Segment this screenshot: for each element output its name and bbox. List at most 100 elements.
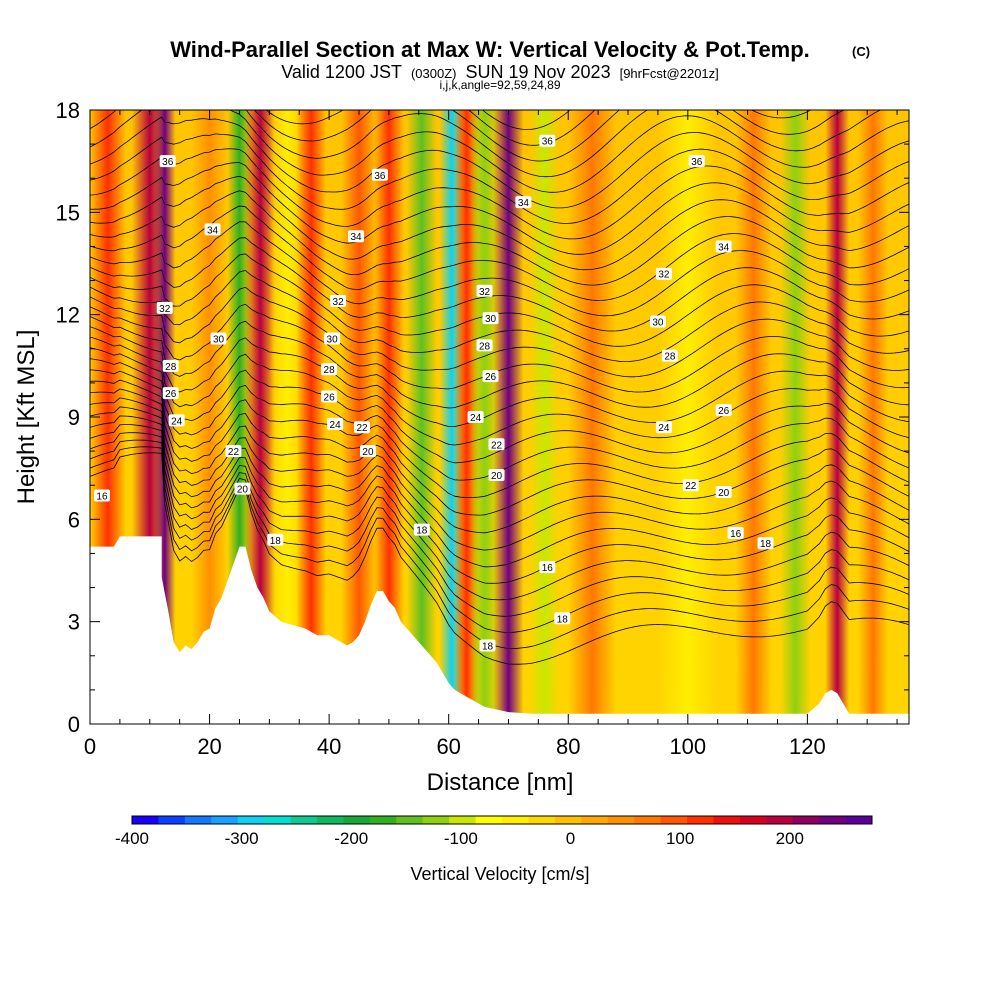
copyright-mark: (C) (852, 44, 870, 59)
colorbar-swatch (687, 816, 714, 824)
svg-text:22: 22 (228, 447, 240, 458)
isentrope-line (90, 336, 909, 446)
contour-label: 30 (324, 332, 341, 346)
svg-text:24: 24 (330, 420, 342, 431)
svg-text:24: 24 (171, 416, 183, 427)
colorbar-swatch (132, 816, 159, 824)
isentrope-line (90, 303, 909, 393)
svg-text:16: 16 (96, 491, 108, 502)
velocity-band (735, 110, 772, 724)
contour-label: 16 (727, 526, 744, 540)
contour-label: 36 (688, 155, 705, 168)
chart-title: Wind-Parallel Section at Max W: Vertical… (170, 37, 810, 62)
contour-label: 18 (479, 639, 496, 653)
colorbar-swatch (290, 816, 318, 824)
isentrope-line (90, 446, 909, 649)
svg-text:32: 32 (333, 297, 345, 308)
colorbar-swatch (475, 816, 503, 824)
contour-label: 32 (156, 301, 173, 315)
svg-text:16: 16 (542, 563, 554, 574)
svg-text:34: 34 (350, 232, 362, 243)
contour-label: 22 (488, 438, 505, 451)
isentrope-line (90, 439, 909, 634)
svg-text:32: 32 (159, 304, 171, 315)
svg-text:22: 22 (356, 423, 368, 434)
contour-label: 24 (168, 414, 185, 427)
colorbar-tick-label: 100 (666, 829, 694, 848)
contour-label: 28 (162, 359, 179, 373)
colorbar-swatch (766, 816, 794, 824)
y-tick-label: 3 (68, 610, 80, 635)
svg-text:24: 24 (470, 413, 482, 424)
terrain (90, 536, 909, 724)
isentrope-line (90, 406, 909, 568)
svg-text:26: 26 (165, 389, 177, 400)
contour-label: 18 (267, 533, 284, 547)
colorbar-swatch (581, 816, 609, 824)
svg-text:30: 30 (652, 317, 664, 328)
y-tick-label: 12 (56, 303, 80, 328)
contour-label: 24 (655, 421, 672, 434)
svg-text:18: 18 (557, 614, 569, 625)
colorbar-swatch (792, 816, 820, 824)
valid-date: SUN 19 Nov 2023 (466, 62, 611, 82)
colorbar-frame (131, 815, 873, 825)
svg-text:30: 30 (213, 335, 225, 346)
y-tick-label: 0 (68, 712, 80, 737)
svg-text:36: 36 (162, 157, 174, 168)
colorbar-swatch (845, 816, 873, 824)
velocity-band (406, 110, 437, 724)
plot-area: 16 36 34 32 30 28 26 24 22 20 18 36 34 32 30 28 26 24 22 20… (90, 110, 909, 724)
isentrope-line (90, 326, 909, 427)
isentrope-line (90, 379, 909, 516)
contour-label: 24 (467, 411, 484, 424)
contour-label: 22 (225, 445, 242, 458)
colorbar-tick-label: 0 (566, 829, 575, 848)
colorbar-swatch (502, 816, 529, 824)
svg-text:36: 36 (374, 171, 386, 182)
isentrope-line (90, 221, 909, 317)
svg-text:20: 20 (237, 485, 249, 496)
grid-indices: i,j,k,angle=92,59,24,89 (439, 78, 560, 92)
contour-label: 32 (655, 267, 672, 281)
colorbar-swatch (713, 816, 741, 824)
colorbar-swatch (634, 816, 661, 824)
isentrope-line (90, 253, 909, 347)
contour-label: 16 (93, 489, 110, 502)
svg-text:22: 22 (685, 481, 697, 492)
colorbar-swatch (660, 816, 688, 824)
colorbar-tick-label: -300 (225, 829, 259, 848)
svg-text:18: 18 (270, 536, 282, 547)
svg-text:20: 20 (491, 471, 503, 482)
isentrope-line (90, 205, 909, 301)
velocity-band (657, 110, 718, 724)
contour-label: 28 (321, 363, 338, 376)
colorbar-swatch (317, 816, 344, 824)
isentrope-line (90, 286, 909, 378)
contour-label: 26 (482, 370, 499, 383)
svg-text:18: 18 (482, 642, 494, 653)
colorbar-swatch (607, 816, 635, 824)
contour-label: 36 (539, 134, 556, 148)
contour-label: 30 (649, 315, 666, 328)
contour-label: 20 (359, 445, 376, 458)
contour-label: 18 (413, 523, 430, 537)
colorbar-swatch (184, 816, 212, 824)
x-tick-label: 100 (669, 734, 706, 759)
x-tick-label: 60 (436, 734, 460, 759)
isentrope-line (90, 347, 909, 464)
svg-text:20: 20 (362, 447, 374, 458)
isentrope-line (90, 369, 909, 498)
svg-text:18: 18 (416, 526, 428, 537)
isentrope-line (481, 110, 571, 130)
contour-label: 28 (661, 349, 678, 363)
colorbar-swatch (237, 816, 265, 824)
velocity-band (568, 110, 617, 724)
svg-text:36: 36 (542, 137, 554, 148)
colorbar-swatch (264, 816, 291, 824)
svg-text:28: 28 (479, 341, 491, 352)
svg-text:28: 28 (324, 365, 336, 376)
valid-prefix: Valid 1200 JST (281, 62, 402, 82)
